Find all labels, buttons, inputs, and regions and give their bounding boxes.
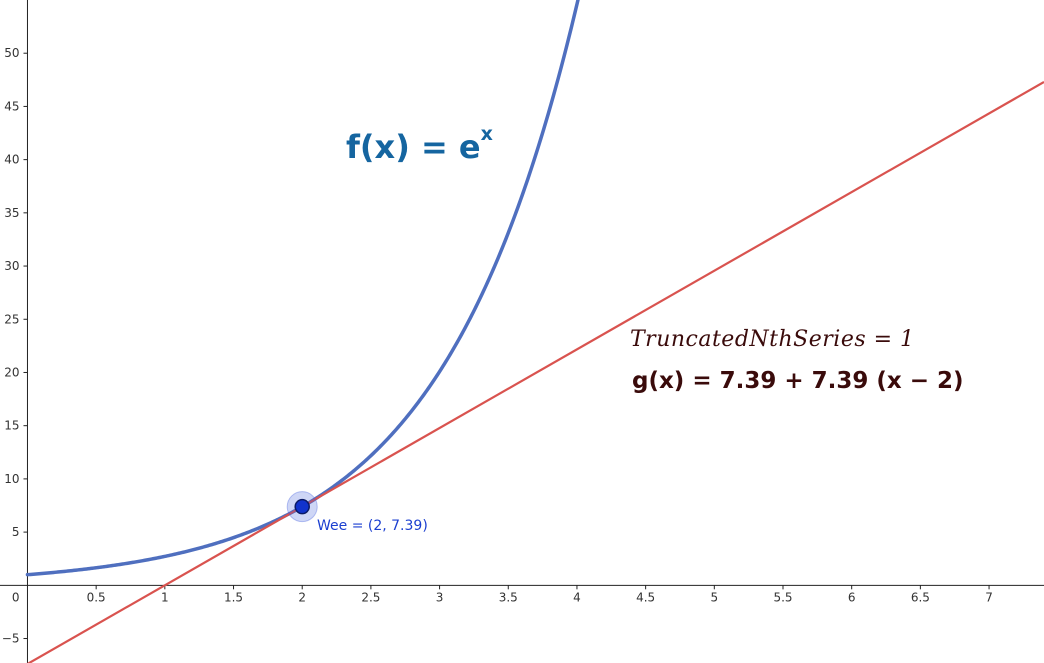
y-tick-label: −5 (2, 632, 20, 646)
x-tick-label: 7 (985, 590, 993, 604)
x-tick-label: 6 (848, 590, 856, 604)
y-tick-label: 35 (4, 206, 19, 220)
y-tick-label: 40 (4, 153, 19, 167)
y-tick-label: 20 (4, 365, 19, 379)
x-tick-label: 3 (436, 590, 444, 604)
x-tick-label: 2.5 (361, 590, 380, 604)
f-label-text: f(x) = e (346, 128, 481, 166)
x-tick-label: 3.5 (499, 590, 518, 604)
x-tick-label: 5.5 (773, 590, 792, 604)
truncated-series-label[interactable]: TruncatedNthSeries = 1 (630, 327, 915, 352)
f-label-exponent: x (480, 123, 493, 146)
y-tick-label: 10 (4, 472, 19, 486)
g-function-label[interactable]: g(x) = 7.39 + 7.39 (x − 2) (632, 368, 964, 394)
y-tick-label: 25 (4, 312, 19, 326)
curve-f-exp[interactable] (25, 0, 581, 577)
x-tick-label: 0.5 (87, 590, 106, 604)
x-tick-label: 5 (710, 590, 718, 604)
y-tick-label: 45 (4, 99, 19, 113)
origin-label: 0 (12, 590, 20, 604)
axis-ticks: 0.5 1 1.5 2 2.5 3 3.5 4 4.5 5 5.5 6 6.5 7 −5 5 10 15 20 25 3… (2, 46, 993, 645)
x-tick-label: 6.5 (911, 590, 930, 604)
y-tick-label: 30 (4, 259, 19, 273)
point-wee[interactable] (294, 498, 310, 515)
y-tick-label: 50 (4, 46, 19, 60)
line-g-tangent[interactable] (26, 81, 1044, 663)
x-tick-label: 2 (298, 590, 306, 604)
y-tick-label: 15 (4, 419, 19, 433)
point-wee-label[interactable]: Wee = (2, 7.39) (317, 518, 428, 534)
x-tick-label: 4 (573, 590, 581, 604)
x-tick-label: 4.5 (636, 590, 655, 604)
points[interactable] (286, 491, 318, 523)
x-tick-label: 1.5 (224, 590, 243, 604)
x-tick-label: 1 (161, 590, 169, 604)
y-tick-label: 5 (12, 525, 20, 539)
f-function-label[interactable]: f(x) = ex (346, 123, 493, 166)
